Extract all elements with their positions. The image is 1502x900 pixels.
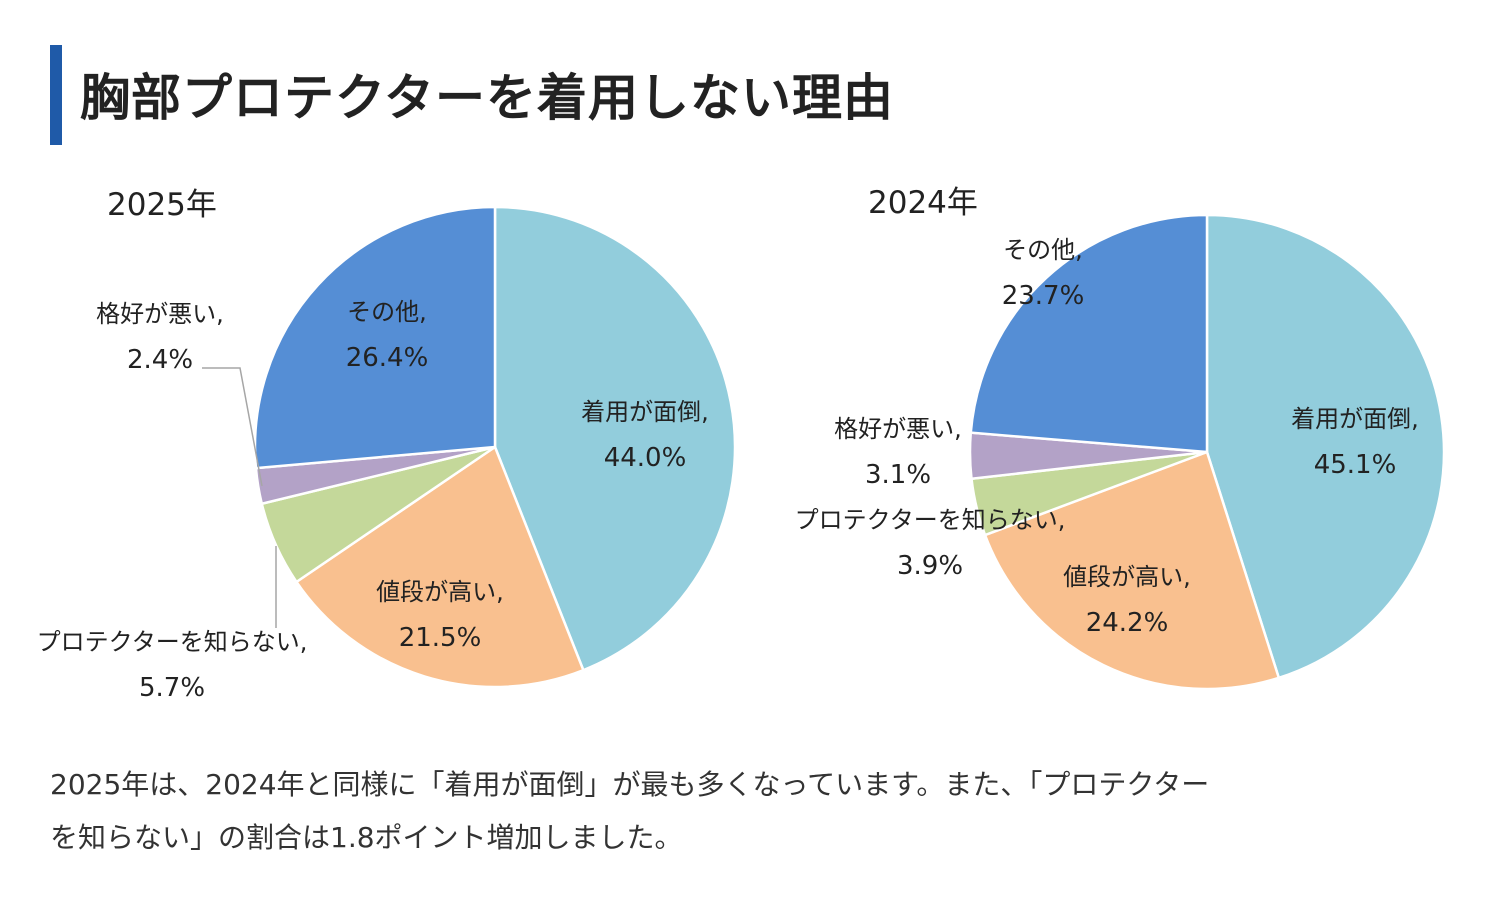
slice-label-value: 23.7% [1002, 281, 1085, 311]
pie-slice-sonota-1 [969, 213, 1209, 454]
pie-2025 [253, 205, 737, 689]
footer-text-line2: を知らない」の割合は1.8ポイント増加しました。 [50, 821, 683, 854]
footer-text-line1: 2025年は、2024年と同様に「着用が面倒」が最も多くなっています。また、「プ… [50, 768, 1210, 801]
leader-line-kakkou-2025 [202, 367, 263, 487]
pie-slice-chakuyou-0 [493, 205, 737, 672]
page-title: 胸部プロテクターを着用しない理由 [80, 69, 894, 127]
slice-label-name: プロテクターを知らない, [37, 628, 308, 656]
slice-label-value: 24.2% [1086, 608, 1169, 638]
slice-label-name: 着用が面倒, [1291, 405, 1419, 433]
slice-label-value: 2.4% [127, 345, 193, 375]
slice-label-value: 26.4% [346, 343, 429, 373]
pie-2024 [968, 213, 1446, 691]
pie-slice-nedan-1 [983, 450, 1281, 691]
slice-label-name: 値段が高い, [376, 578, 504, 606]
slice-label-name: 格好が悪い, [834, 415, 962, 443]
pie-slice-sonota-0 [253, 205, 497, 470]
slice-label-value: 3.9% [897, 551, 963, 581]
slice-label-name: その他, [1003, 236, 1083, 264]
title-accent-bar [50, 45, 62, 145]
pie-slice-chakuyou-1 [1205, 213, 1446, 680]
slice-label-name: 値段が高い, [1063, 563, 1191, 591]
slice-label-value: 44.0% [604, 443, 687, 473]
chart-title-2024: 2024年 [868, 185, 978, 221]
slice-label-value: 5.7% [139, 673, 205, 703]
slice-label-name: その他, [347, 298, 427, 326]
slice-label-value: 45.1% [1314, 450, 1397, 480]
pie-slice-nedan-0 [294, 445, 585, 689]
slice-label-value: 21.5% [399, 623, 482, 653]
chart-title-2025: 2025年 [107, 187, 217, 223]
slice-label-name: 着用が面倒, [581, 398, 709, 426]
slice-label-name: 格好が悪い, [96, 300, 224, 328]
slice-label-name: プロテクターを知らない, [795, 506, 1066, 534]
slice-label-value: 3.1% [865, 460, 931, 490]
